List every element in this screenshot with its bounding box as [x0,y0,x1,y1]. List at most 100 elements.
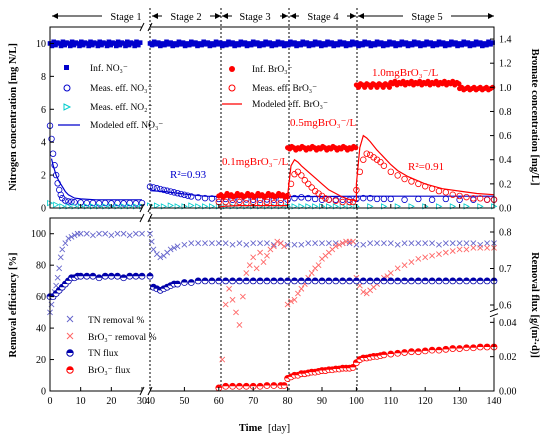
axis-break-mark [139,386,153,396]
data-point [60,39,66,45]
data-point [219,43,225,49]
data-point [380,162,388,169]
data-point [294,168,302,175]
data-point [387,168,394,175]
data-point [188,193,195,200]
data-point [373,195,381,203]
data-point [58,43,64,49]
data-point [295,290,301,297]
data-point [199,42,204,48]
legend-entry: TN removal % [66,315,145,326]
data-point [101,272,109,280]
data-point [236,277,243,285]
data-point [322,195,329,202]
data-point [401,277,408,285]
data-point [273,42,279,48]
data-point [484,240,491,247]
data-point [239,293,246,300]
data-point [182,43,188,49]
data-point [380,195,388,203]
data-point [298,42,303,48]
data-point [393,43,398,49]
x-axis-title: Time [239,423,262,434]
data-point [117,42,123,48]
y-tick-label: 2 [41,171,46,182]
data-point [229,382,236,390]
data-point [301,177,308,184]
data-point [325,277,333,285]
data-point [394,172,401,179]
y-tick-label: 100 [31,229,46,240]
data-point [298,194,305,201]
data-point [102,230,109,237]
data-point [346,240,353,247]
legend-label: TN removal % [88,316,145,326]
data-point [332,197,339,204]
data-point [436,241,442,248]
legend-label: BrO₃⁻ flux [88,365,131,376]
data-point [257,240,263,247]
legend-entry: Modeled eff. NO₃⁻ [58,120,163,131]
data-point [137,40,143,45]
data-point [62,197,69,204]
data-point [463,246,470,253]
data-point [77,43,82,49]
data-point [270,382,278,389]
data-point [113,41,118,46]
data-point [304,40,310,45]
y2-tick-label: 0.8 [499,107,512,118]
data-point [209,240,215,247]
x-tick-label: 20 [106,396,116,407]
data-point [49,150,57,157]
data-point [83,230,90,237]
data-point [263,198,271,206]
data-point [325,196,333,203]
data-point [174,280,181,288]
data-point [139,230,145,237]
data-point [222,301,229,308]
stage-arrow: Stage 2 [152,9,221,23]
data-point [260,259,267,265]
data-point [484,244,491,251]
data-point [250,39,256,45]
data-point [217,40,223,45]
data-point [463,277,470,285]
data-point [483,196,491,203]
data-point [232,43,237,49]
data-point [86,43,91,49]
legend-entry: Meas. eff. NO₂⁻ [63,102,153,113]
annotation-1mg: 1.0mgBrO₃⁻/L [372,67,438,79]
data-point [387,240,394,247]
top-plot-frame [49,26,495,209]
data-point [291,277,298,285]
data-point [350,238,356,245]
data-point [469,344,477,352]
data-point [102,41,108,46]
data-point [71,42,77,48]
data-point [332,243,339,250]
data-point [300,39,306,45]
stage-arrow: Stage 1 [52,9,150,23]
data-point [184,192,192,199]
data-point [449,277,457,285]
data-point [343,43,349,49]
data-point [477,195,484,202]
data-point [164,39,169,45]
data-point [442,195,450,203]
data-point [90,232,96,239]
data-point [316,40,322,45]
series-line [218,134,495,208]
data-point [353,145,359,151]
data-point [456,192,463,200]
data-point [318,277,326,285]
data-point [411,39,417,45]
top-panel: 0 2 4 6 8 10 0.0 0.2 0.4 0.6 0.8 1.0 1.2 1.4 Nitroge… [8,26,540,215]
data-point [486,39,491,45]
data-point [480,43,485,49]
data-point [305,180,312,188]
data-point [366,40,372,45]
data-point [305,194,312,202]
data-point [68,233,75,240]
data-point [329,40,334,45]
